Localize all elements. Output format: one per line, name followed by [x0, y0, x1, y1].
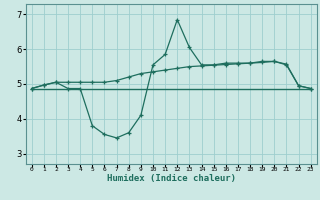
X-axis label: Humidex (Indice chaleur): Humidex (Indice chaleur) — [107, 174, 236, 183]
